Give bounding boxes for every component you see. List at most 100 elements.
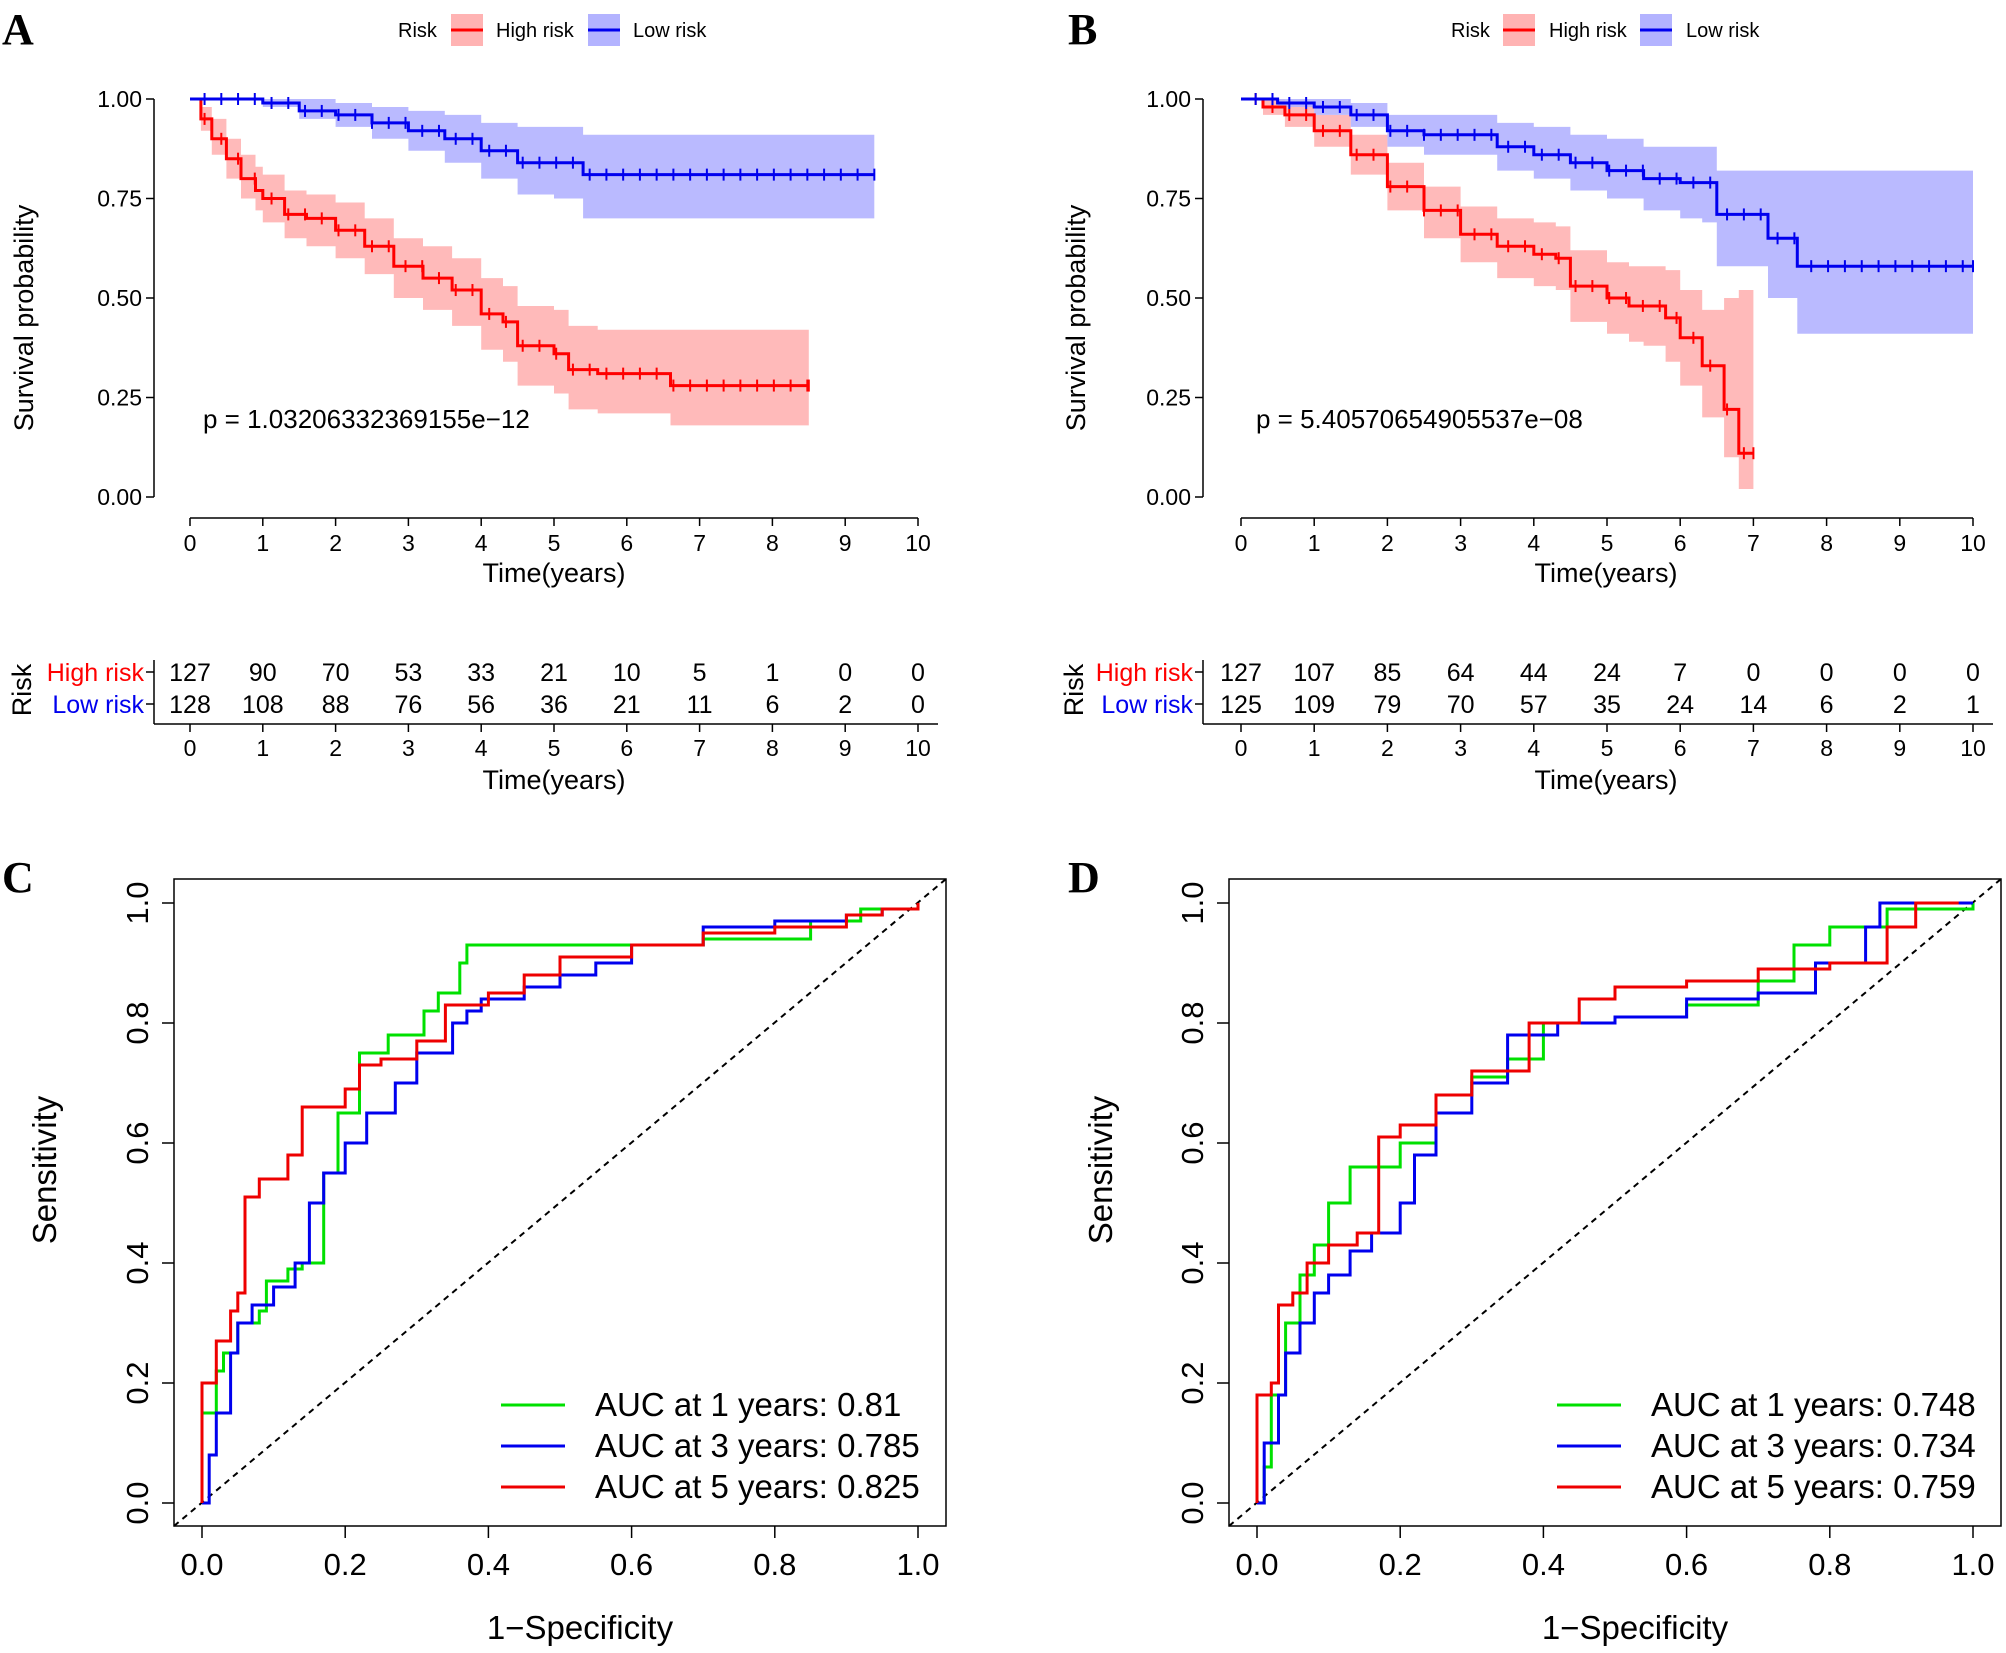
risk-table-x-label: 3 [402, 735, 415, 761]
x-tick-label: 9 [1893, 530, 1906, 556]
roc-chart-d: 0.0 0.2 0.4 0.6 0.8 1.0 0.0 0.2 0.4 0.6 0.8 1.0 AUC … [1175, 878, 2002, 1582]
x-tick-label: 3 [402, 530, 415, 556]
risk-table-cell: 0 [838, 659, 852, 687]
x-tick-label: 6 [620, 530, 633, 556]
risk-table-cell: 24 [1666, 691, 1694, 719]
risk-table-x-label: 9 [839, 735, 852, 761]
x-tick-label: 2 [1381, 530, 1394, 556]
legend-high-label: High risk [496, 20, 575, 42]
risk-table-cell: 90 [249, 659, 277, 687]
x-tick-label: 5 [548, 530, 561, 556]
risk-table-row-label: High risk [47, 659, 145, 687]
risk-table-cell: 56 [467, 691, 495, 719]
km-b-xlabel: Time(years) [1534, 558, 1677, 588]
risk-table-x-label: 0 [184, 735, 197, 761]
y-tick-label: 0.75 [97, 186, 142, 212]
km-b-risk-ylabel: Risk [1059, 663, 1089, 716]
km-legend-b: Risk High risk Low risk [1451, 14, 1760, 46]
risk-table-cell: 128 [169, 691, 211, 719]
confidence-band-low [1241, 99, 1973, 334]
survival-curve-low [1241, 97, 1973, 268]
y-tick-label: 0.0 [1175, 1481, 1210, 1524]
legend-low-label: Low risk [1686, 20, 1760, 42]
roc-d-ylabel: Sensitivity [1082, 1095, 1119, 1244]
roc-d-xlabel: 1−Specificity [1542, 1609, 1729, 1646]
risk-table-cell: 88 [322, 691, 350, 719]
risk-table-cell: 24 [1593, 659, 1621, 687]
risk-table-cell: 21 [613, 691, 641, 719]
risk-table-x-label: 1 [256, 735, 269, 761]
x-tick-label: 2 [329, 530, 342, 556]
x-tick-label: 4 [475, 530, 488, 556]
km-chart-b: 0.000.250.500.751.000 1 2 3 4 5 6 7 8 9 10p = 5.40… [1096, 86, 1993, 761]
km-chart-a: 0.000.250.500.751.000 1 2 3 4 5 6 7 8 9 10p = 1.03… [47, 86, 938, 761]
p-value-label: p = 1.03206332369155e−12 [203, 404, 530, 434]
risk-table-cell: 0 [911, 659, 925, 687]
x-tick-label: 0.8 [753, 1547, 796, 1582]
risk-table-cell: 64 [1447, 659, 1475, 687]
y-tick-label: 0.2 [1175, 1361, 1210, 1404]
risk-table-cell: 7 [1673, 659, 1687, 687]
x-tick-label: 4 [1527, 530, 1540, 556]
risk-table-cell: 44 [1520, 659, 1548, 687]
x-tick-label: 1.0 [896, 1547, 939, 1582]
risk-table-cell: 5 [693, 659, 707, 687]
y-tick-label: 0.75 [1146, 186, 1191, 212]
risk-table-cell: 11 [687, 691, 713, 719]
panel-letter-c: C [2, 853, 34, 902]
y-tick-label: 1.0 [1175, 881, 1210, 924]
km-a-xlabel: Time(years) [482, 558, 625, 588]
x-tick-label: 8 [766, 530, 779, 556]
risk-table-x-label: 6 [620, 735, 633, 761]
risk-table-cell: 108 [242, 691, 284, 719]
roc-c-ylabel: Sensitivity [26, 1095, 63, 1244]
risk-table-cell: 6 [1820, 691, 1834, 719]
y-tick-label: 1.0 [120, 881, 155, 924]
risk-table-cell: 109 [1293, 691, 1335, 719]
risk-table-cell: 79 [1373, 691, 1401, 719]
risk-table-x-label: 1 [1308, 735, 1321, 761]
y-tick-label: 0.25 [1146, 385, 1191, 411]
risk-table-x-label: 9 [1893, 735, 1906, 761]
risk-table-cell: 0 [1820, 659, 1834, 687]
risk-table-cell: 36 [540, 691, 568, 719]
roc-c-xlabel: 1−Specificity [487, 1609, 674, 1646]
risk-table-cell: 1 [765, 659, 779, 687]
x-tick-label: 9 [839, 530, 852, 556]
risk-table-cell: 127 [1220, 659, 1262, 687]
x-tick-label: 0.0 [1235, 1547, 1278, 1582]
risk-table-cell: 33 [467, 659, 495, 687]
x-tick-label: 0.2 [324, 1547, 367, 1582]
risk-table-x-label: 0 [1235, 735, 1248, 761]
survival-curve-high [1241, 97, 1754, 455]
x-tick-label: 0.0 [180, 1547, 223, 1582]
plot-frame [1228, 878, 2002, 1527]
x-tick-label: 1.0 [1951, 1547, 1994, 1582]
risk-table-x-label: 8 [766, 735, 779, 761]
risk-table-cell: 0 [1746, 659, 1760, 687]
risk-table-x-label: 7 [693, 735, 706, 761]
risk-table-cell: 21 [540, 659, 568, 687]
risk-table-cell: 127 [169, 659, 211, 687]
x-tick-label: 7 [1747, 530, 1760, 556]
risk-table-x-label: 4 [475, 735, 488, 761]
legend-label: AUC at 5 years: 0.759 [1651, 1468, 1976, 1505]
risk-table-cell: 57 [1520, 691, 1548, 719]
y-tick-label: 1.00 [97, 86, 142, 112]
risk-table-x-label: 10 [1960, 735, 1986, 761]
risk-table-cell: 6 [765, 691, 779, 719]
panel-letter-a: A [2, 5, 34, 54]
km-b-ylabel: Survival probability [1061, 204, 1091, 431]
x-tick-label: 0.2 [1379, 1547, 1422, 1582]
risk-table-row-label: Low risk [52, 691, 144, 719]
km-a-risk-ylabel: Risk [7, 663, 37, 716]
x-tick-label: 7 [693, 530, 706, 556]
x-tick-label: 0.6 [1665, 1547, 1708, 1582]
survival-curve-high [190, 97, 809, 388]
roc-curve [200, 903, 920, 1503]
risk-table-cell: 53 [394, 659, 422, 687]
panel-letter-b: B [1068, 5, 1097, 54]
y-tick-label: 0.8 [1175, 1001, 1210, 1044]
y-tick-label: 0.4 [120, 1241, 155, 1284]
risk-table-x-label: 2 [1381, 735, 1394, 761]
